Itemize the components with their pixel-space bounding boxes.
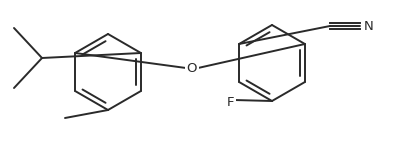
Text: O: O	[186, 61, 197, 75]
Text: F: F	[227, 97, 234, 109]
Text: N: N	[363, 19, 373, 32]
